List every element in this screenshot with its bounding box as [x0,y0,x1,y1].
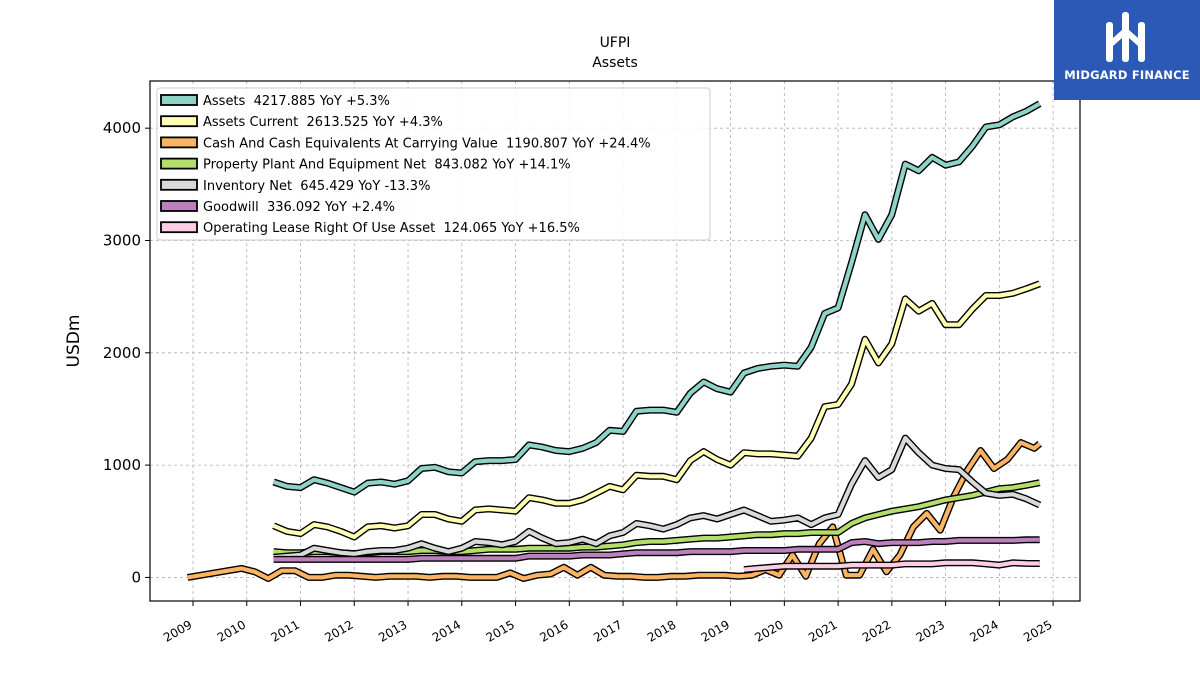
x-tick-label: 2012 [322,617,355,644]
x-tick-label: 2020 [752,617,785,644]
legend-label: Property Plant And Equipment Net 843.082… [203,158,571,173]
midgard-logo-icon [1106,12,1145,62]
legend-label: Inventory Net 645.429 YoY -13.3% [203,179,430,194]
series-stroke [272,101,1041,495]
legend-label: Assets 4217.885 YoY +5.3% [203,94,390,109]
legend-label: Operating Lease Right Of Use Asset 124.0… [203,221,580,236]
legend-swatch [160,115,198,128]
series-line [273,536,1040,563]
x-tick-label: 2024 [967,617,1000,644]
x-tick-label: 2011 [269,617,302,644]
legend-swatch [160,136,198,149]
y-tick-label: 4000 [103,119,141,137]
x-tick-label: 2015 [484,617,517,644]
brand-logo: MIDGARD FINANCE [1054,0,1200,100]
x-tick-label: 2021 [806,617,839,644]
series-stroke [743,560,1040,572]
series-line [273,434,1042,561]
legend-swatch [160,157,198,170]
y-tick-label: 3000 [103,231,141,249]
legend-swatch [160,178,198,191]
x-tick-label: 2023 [914,617,947,644]
legend-swatch [160,221,198,234]
y-tick-label: 0 [131,568,141,586]
chart-title: UFPI [600,35,631,51]
x-tick-label: 2018 [645,617,678,644]
series-line [272,100,1042,496]
series-stroke [273,436,1041,560]
series-layer [187,100,1042,582]
plot-frame [149,80,1081,602]
x-tick-label: 2022 [860,617,893,644]
legend-label: Assets Current 2613.525 YoY +4.3% [203,115,443,130]
brand-name: MIDGARD FINANCE [1064,68,1190,82]
legend-swatch [160,94,198,106]
x-tick-label: 2009 [161,617,194,644]
legend-swatch [160,200,198,212]
chart-subtitle: Assets [592,55,638,71]
x-tick-label: 2016 [537,617,570,644]
x-tick-label: 2025 [1021,617,1054,644]
legend-box [156,87,711,241]
y-tick-label: 2000 [103,344,141,362]
x-tick-label: 2017 [591,617,624,644]
series-stroke [273,537,1040,562]
y-tick-label: 1000 [103,456,141,474]
legend-label: Cash And Cash Equivalents At Carrying Va… [203,136,651,151]
legend: Assets 4217.885 YoY +5.3% Assets Current … [156,87,711,241]
series-stroke [272,281,1041,540]
x-tick-label: 2014 [430,617,463,644]
x-tick-label: 2010 [215,617,248,644]
x-tick-label: 2019 [699,617,732,644]
legend-label: Goodwill 336.092 YoY +2.4% [203,200,395,215]
x-tick-label: 2013 [376,617,409,644]
series-line [743,559,1040,574]
y-axis-label: USDm [64,315,84,368]
series-line [272,280,1041,541]
